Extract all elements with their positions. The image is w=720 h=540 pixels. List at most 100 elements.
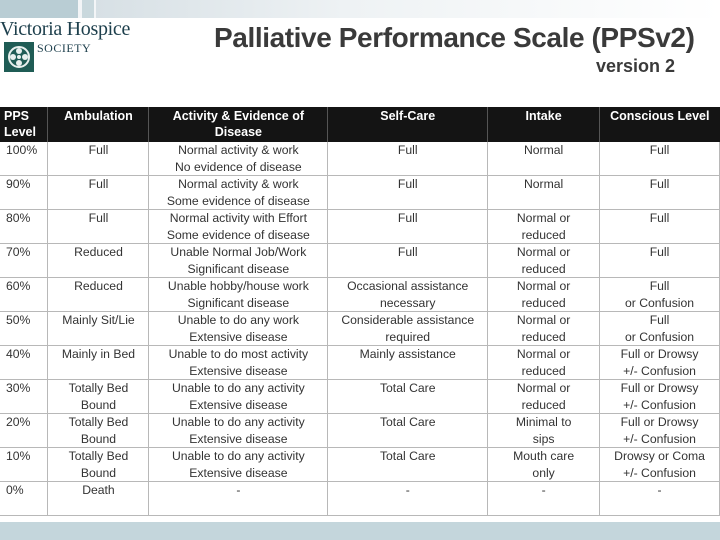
header-line: PPS xyxy=(4,109,30,123)
cell-pps-level: 20% xyxy=(0,413,49,448)
cell-line: reduced xyxy=(521,227,566,242)
cell-self-care: Total Care xyxy=(327,447,489,482)
cell-ambulation: Full xyxy=(47,209,150,244)
cell-line: reduced xyxy=(521,329,566,344)
column-header-activity-evidence: Activity & Evidence of Disease xyxy=(148,107,328,142)
cell-line: 80% xyxy=(6,211,31,225)
cell-activity-evidence: Unable to do most activity Extensive dise… xyxy=(148,345,329,380)
cell-line: 90% xyxy=(6,177,31,191)
pps-table: PPS Level Ambulation Activity & Evidence of… xyxy=(0,107,720,516)
cell-line: 40% xyxy=(6,347,31,361)
strip-gradient xyxy=(96,0,720,18)
cell-line: Full xyxy=(649,313,670,327)
cell-line: reduced xyxy=(521,295,566,310)
cell-line: Some evidence of disease xyxy=(166,193,310,208)
cell-line: 20% xyxy=(6,415,31,429)
table-row: 30% Totally Bed Bound Unable to do any acti… xyxy=(0,379,720,414)
cell-line: +/- Confusion xyxy=(623,363,696,378)
cell-ambulation: Totally Bed Bound xyxy=(47,447,150,482)
cell-self-care: Mainly assistance xyxy=(327,345,489,380)
cell-activity-evidence: - xyxy=(148,481,329,516)
cell-line: Mainly assistance xyxy=(359,347,456,361)
cell-line: Reduced xyxy=(74,245,123,259)
cell-pps-level: 100% xyxy=(0,142,49,176)
cell-line: Unable to do any activity xyxy=(171,415,305,429)
cell-pps-level: 80% xyxy=(0,209,49,244)
cell-line: Some evidence of disease xyxy=(166,227,310,242)
strip-block xyxy=(0,0,78,18)
cell-activity-evidence: Normal activity with Effort Some evidence… xyxy=(148,209,329,244)
cell-line: Totally Bed xyxy=(68,381,129,395)
cell-self-care: Considerable assistance required xyxy=(327,311,489,346)
cell-ambulation: Totally Bed Bound xyxy=(47,413,150,448)
cell-line: or Confusion xyxy=(624,329,695,344)
cell-line: Bound xyxy=(80,465,117,480)
cell-line: Full xyxy=(397,143,418,157)
cell-conscious-level: Drowsy or Coma +/- Confusion xyxy=(599,447,720,482)
cell-line: Normal or xyxy=(516,347,571,361)
cell-line: - xyxy=(236,483,241,497)
cell-line: Totally Bed xyxy=(68,449,129,463)
cell-self-care: Full xyxy=(327,209,489,244)
cell-line: Extensive disease xyxy=(189,465,288,480)
cell-conscious-level: Full xyxy=(599,175,720,210)
cell-conscious-level: Full xyxy=(599,243,720,278)
column-header-conscious-level: Conscious Level xyxy=(599,107,720,142)
cell-line: Full xyxy=(649,177,670,191)
cell-line: Extensive disease xyxy=(189,363,288,378)
hospice-emblem-icon xyxy=(4,42,34,72)
cell-line: Significant disease xyxy=(187,295,290,310)
cell-conscious-level: Full xyxy=(599,142,720,176)
header-line: Self-Care xyxy=(380,109,436,123)
cell-line: Normal xyxy=(523,177,564,191)
cell-ambulation: Full xyxy=(47,175,150,210)
header-line: Disease xyxy=(214,125,262,139)
cell-line: Normal or xyxy=(516,381,571,395)
cell-line: Unable to do any activity xyxy=(171,449,305,463)
table-row: 90% Full Normal activity & work Some eviden… xyxy=(0,175,720,210)
cell-line: Drowsy or Coma xyxy=(614,449,705,463)
table-row: 60% Reduced Unable hobby/house work Signifi… xyxy=(0,277,720,312)
cell-intake: Normal or reduced xyxy=(487,277,601,312)
cell-line: reduced xyxy=(521,261,566,276)
cell-line: Full xyxy=(649,245,670,259)
cell-line: 10% xyxy=(6,449,31,463)
cell-intake: Normal or reduced xyxy=(487,311,601,346)
table-header: PPS Level Ambulation Activity & Evidence of… xyxy=(0,107,720,142)
cell-line: Bound xyxy=(80,397,117,412)
cell-line: Mouth care xyxy=(513,449,575,463)
cell-self-care: Total Care xyxy=(327,379,489,414)
cell-line: Full xyxy=(88,211,109,225)
cell-line: Normal activity & work xyxy=(178,177,299,191)
cell-conscious-level: Full or Confusion xyxy=(599,311,720,346)
cell-line: Mainly Sit/Lie xyxy=(62,313,135,327)
cell-intake: Minimal to sips xyxy=(487,413,601,448)
cell-line: reduced xyxy=(521,363,566,378)
cell-ambulation: Reduced xyxy=(47,243,150,278)
cell-line: Normal activity & work xyxy=(178,143,299,157)
cell-line: Full or Drowsy xyxy=(620,347,699,361)
cell-line: Full xyxy=(649,211,670,225)
cell-line: Normal or xyxy=(516,245,571,259)
cell-pps-level: 40% xyxy=(0,345,49,380)
cell-conscious-level: Full or Drowsy +/- Confusion xyxy=(599,379,720,414)
table-row: 0% Death - - - - xyxy=(0,481,720,516)
cell-line: - xyxy=(657,483,662,497)
table-row: 100% Full Normal activity & work No evidenc… xyxy=(0,142,720,176)
cell-activity-evidence: Unable hobby/house work Significant disea… xyxy=(148,277,329,312)
cell-pps-level: 10% xyxy=(0,447,49,482)
cell-conscious-level: Full or Drowsy +/- Confusion xyxy=(599,413,720,448)
cell-conscious-level: Full or Confusion xyxy=(599,277,720,312)
header-line: Conscious Level xyxy=(610,109,710,123)
cell-line: Unable to do most activity xyxy=(168,347,309,361)
header-row: PPS Level Ambulation Activity & Evidence of… xyxy=(0,107,720,142)
table-body: 100% Full Normal activity & work No evidenc… xyxy=(0,142,720,516)
cell-line: Full xyxy=(88,177,109,191)
table-row: 80% Full Normal activity with Effort Some e… xyxy=(0,209,720,244)
logo-name: Victoria Hospice xyxy=(0,18,131,40)
cell-line: reduced xyxy=(521,397,566,412)
cell-intake: Normal or reduced xyxy=(487,345,601,380)
cell-line: Total Care xyxy=(379,381,436,395)
cell-intake: Mouth care only xyxy=(487,447,601,482)
cell-line: Full or Drowsy xyxy=(620,415,699,429)
